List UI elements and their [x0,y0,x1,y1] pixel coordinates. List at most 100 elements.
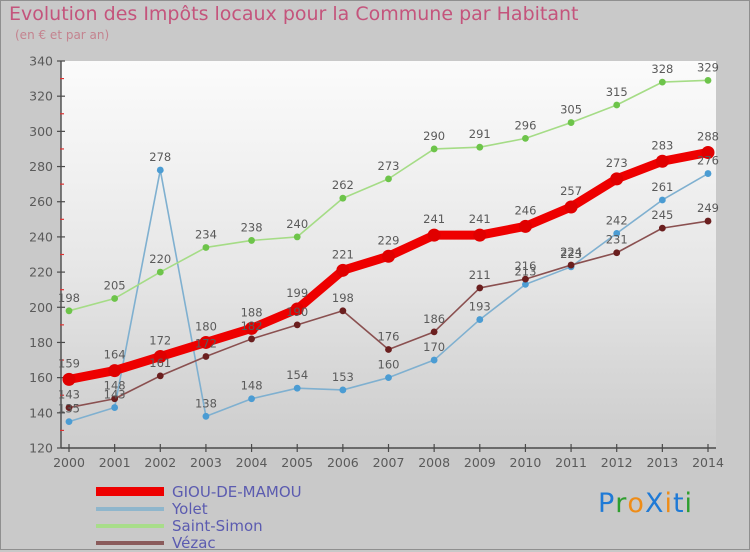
data-label: 249 [697,201,719,215]
proxiti-logo: ProXiti [598,488,693,519]
data-label: 276 [697,154,719,168]
y-axis-tick-label: 200 [29,300,53,315]
x-axis-tick-label: 2008 [418,455,450,470]
data-label: 182 [241,319,263,333]
legend-item[interactable]: Saint-Simon [96,517,302,535]
data-point [62,372,76,386]
data-point [518,219,532,233]
data-point [248,335,255,343]
data-point [385,175,392,183]
legend-item[interactable]: Vézac [96,534,302,552]
data-point [248,395,255,403]
x-axis-tick-label: 2005 [281,455,313,470]
data-label: 180 [195,319,217,333]
data-label: 273 [606,156,628,170]
data-label: 205 [104,278,126,292]
data-point [245,321,259,335]
data-label: 278 [149,150,171,164]
legend-label: GIOU-DE-MAMOU [172,482,302,501]
data-point [427,228,441,242]
data-label: 172 [149,334,171,348]
page-subtitle: (en € et par an) [15,28,110,42]
page-title: Evolution des Impôts locaux pour la Comm… [9,3,579,25]
data-label: 198 [58,291,80,305]
data-label: 211 [469,268,491,282]
x-axis-tick-label: 2010 [510,455,542,470]
data-label: 161 [149,356,171,370]
data-label: 138 [195,396,217,410]
data-label: 224 [560,245,582,259]
data-point [65,307,73,315]
data-label: 135 [58,402,80,416]
x-axis-tick-label: 2011 [555,455,587,470]
data-point [293,233,301,241]
x-axis-tick-label: 2003 [190,455,222,470]
data-point [704,170,712,177]
data-label: 288 [697,129,719,143]
legend-item[interactable]: GIOU-DE-MAMOU [96,482,302,501]
x-axis-tick-label: 2014 [692,455,724,470]
data-point [156,372,164,380]
data-point [111,295,119,302]
data-point [613,101,621,109]
data-label: 164 [104,348,126,362]
data-label: 231 [606,233,628,247]
data-label: 186 [423,312,445,326]
data-label: 176 [378,329,400,343]
data-point [476,316,484,323]
data-point [293,321,301,329]
x-axis-tick-label: 2006 [327,455,359,470]
logo-char: r [615,488,628,519]
data-label: 216 [514,259,536,273]
data-point [704,217,712,225]
logo-char: t [672,488,685,519]
data-point [430,145,438,153]
data-label: 143 [104,388,126,402]
data-point [290,302,304,316]
y-axis-tick-label: 260 [29,194,53,209]
y-axis-tick-label: 240 [29,229,53,244]
data-point [430,328,438,336]
x-axis-tick-label: 2004 [236,455,268,470]
data-label: 240 [286,217,308,231]
legend-item[interactable]: Yolet [96,500,302,518]
data-point [613,249,621,257]
data-point [156,166,164,174]
data-label: 148 [104,379,126,393]
data-point [658,196,666,204]
data-label: 213 [514,264,536,278]
data-label: 262 [332,178,354,192]
y-axis-tick-label: 320 [29,89,53,104]
data-point [111,395,119,403]
data-label: 160 [378,358,400,372]
data-label: 290 [423,129,445,143]
legend: GIOU-DE-MAMOU Yolet Saint-Simon Vézac [96,482,302,552]
data-label: 199 [286,286,308,300]
data-point [339,307,347,315]
data-point [476,143,484,151]
x-axis-tick-label: 2009 [464,455,496,470]
data-point [658,224,666,232]
x-axis-tick-label: 2012 [601,455,633,470]
logo-char: i [664,488,673,519]
data-label: 305 [560,103,582,117]
logo-char: i [684,488,694,519]
data-label: 159 [58,356,80,370]
data-point [430,356,438,364]
data-label: 223 [560,247,582,261]
data-point [567,119,575,126]
data-point [153,350,167,364]
y-axis-tick-label: 280 [29,159,53,174]
data-point [567,261,575,269]
data-label: 257 [560,184,582,198]
y-axis-tick-label: 160 [29,370,53,385]
data-point [473,228,487,242]
y-axis-tick-label: 340 [29,54,53,69]
data-point [293,384,301,392]
data-label: 193 [469,300,491,314]
data-label: 241 [469,212,491,226]
data-label: 238 [241,220,263,234]
data-point [522,135,529,142]
data-point [522,281,529,288]
data-label: 241 [423,212,445,226]
